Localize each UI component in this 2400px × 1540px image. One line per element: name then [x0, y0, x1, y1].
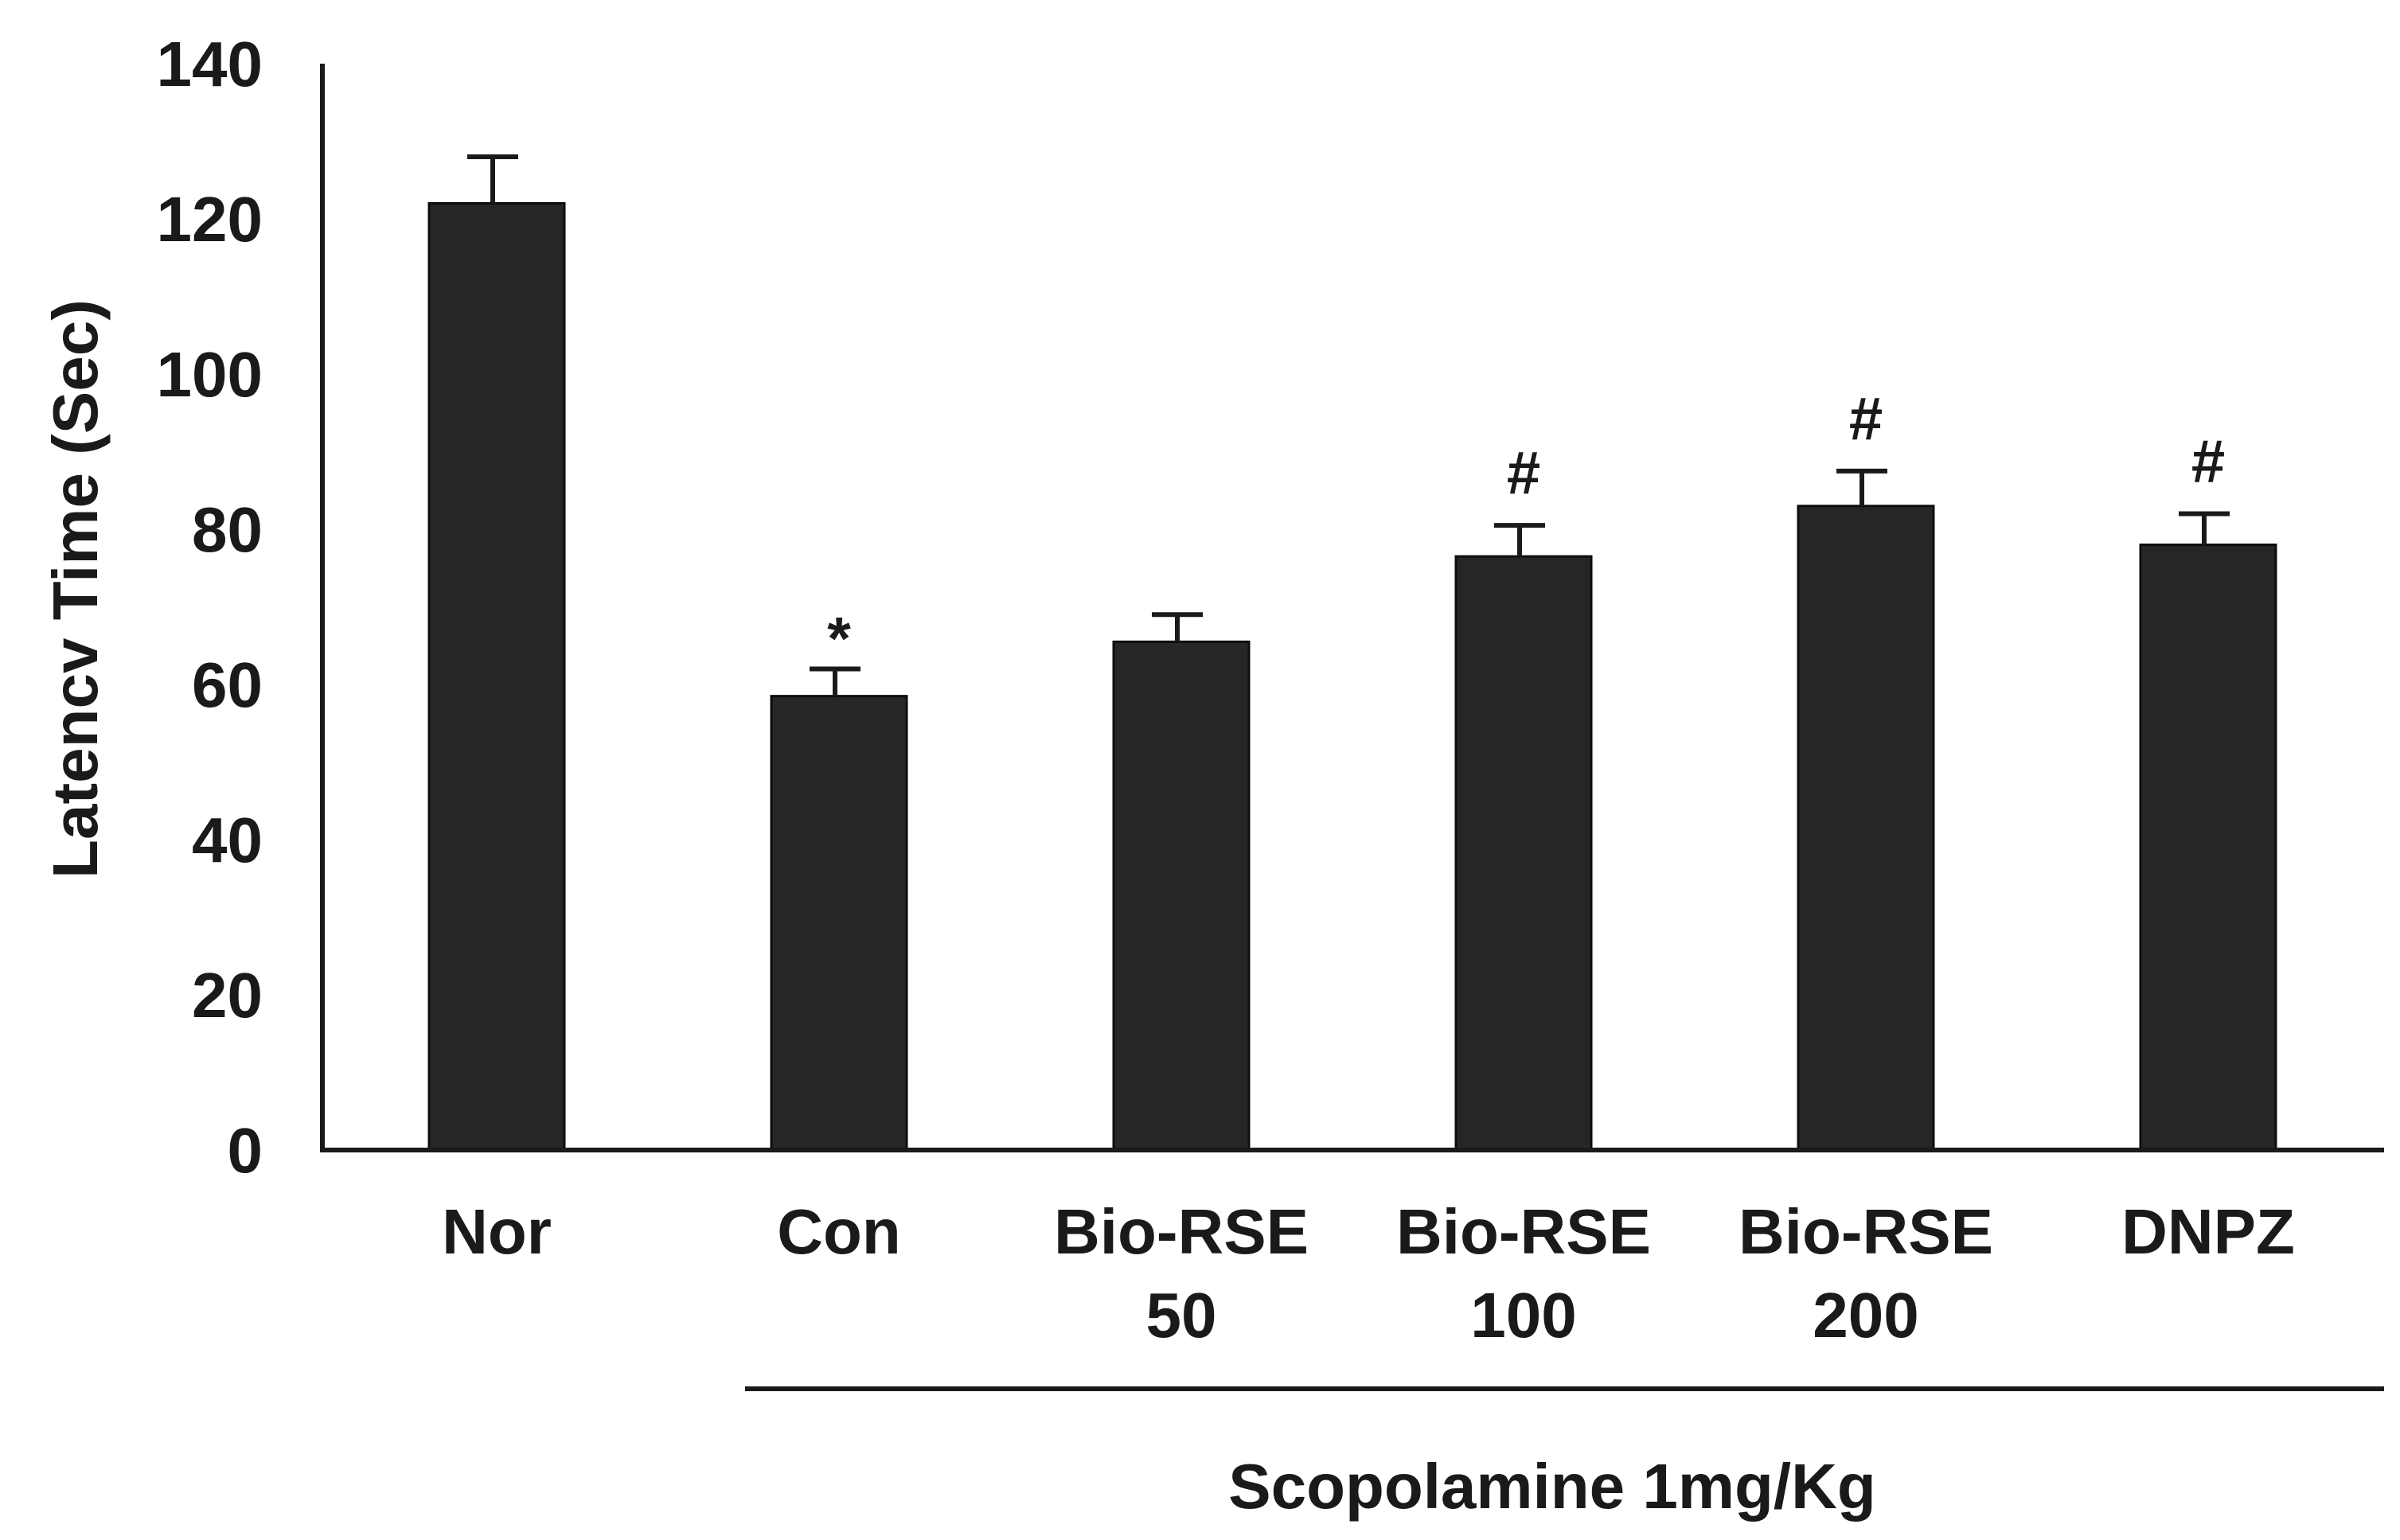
y-axis-title: Latencv Time (Sec)	[40, 299, 111, 879]
bar	[1112, 640, 1251, 1152]
x-tick-label: Bio-RSE 100	[1396, 1196, 1651, 1351]
x-axis-labels: Nor Con Bio-RSE 50 Bio-RSE 100 Bio-RSE 200 DNPZ	[442, 1196, 2295, 1351]
y-tick-label: 40	[192, 805, 263, 875]
x-tick-label: Bio-RSE 200	[1739, 1196, 1993, 1351]
significance-hash: #	[1849, 385, 1883, 453]
y-tick-label: 20	[192, 960, 263, 1031]
error-bars	[467, 154, 2230, 696]
significance-hash: #	[1507, 439, 1540, 507]
significance-annotations: * # # #	[827, 385, 2225, 673]
bar	[427, 202, 566, 1152]
y-tick-label: 60	[192, 649, 263, 720]
y-axis-ticks: 0 20 40 60 80 100 120 140	[157, 29, 263, 1186]
y-tick-label: 100	[157, 339, 263, 410]
significance-hash: #	[2191, 428, 2225, 496]
x-tick-label: DNPZ	[2121, 1196, 2295, 1267]
x-tick-label: Con	[777, 1196, 901, 1267]
bars	[427, 202, 2277, 1152]
y-tick-label: 120	[157, 184, 263, 255]
bar	[770, 695, 908, 1152]
y-tick-label: 140	[157, 29, 263, 99]
y-tick-label: 0	[228, 1115, 263, 1186]
significance-star: *	[827, 606, 851, 673]
bar	[2139, 544, 2277, 1152]
x-tick-label: Bio-RSE 50	[1054, 1196, 1309, 1351]
x-tick-label: Nor	[442, 1196, 552, 1267]
bar	[1797, 505, 1935, 1152]
scopolamine-group-label: Scopolamine 1mg/Kg	[1228, 1451, 1875, 1522]
bar	[1454, 555, 1593, 1152]
y-tick-label: 80	[192, 494, 263, 565]
